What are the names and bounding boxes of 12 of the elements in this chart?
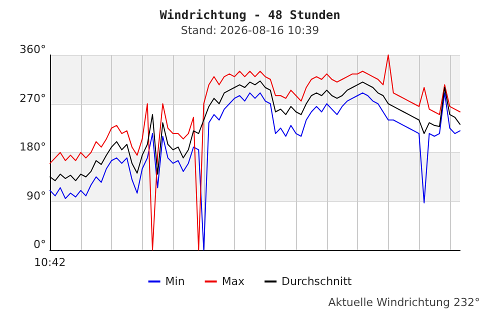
y-tick-label: 90° xyxy=(26,189,46,202)
chart-title: Windrichtung - 48 Stunden xyxy=(160,8,340,22)
legend-label: Max xyxy=(222,275,246,288)
y-tick-label: 270° xyxy=(20,92,46,105)
y-tick-label: 360° xyxy=(20,43,46,56)
legend-label: Min xyxy=(165,275,185,288)
legend-label: Durchschnitt xyxy=(282,275,352,288)
y-tick-label: 0° xyxy=(34,238,46,251)
text: Aktuelle Windrichtung 232° xyxy=(328,296,480,309)
chart-subtitle: Stand: 2026-08-16 10:39 xyxy=(180,24,320,37)
y-tick-label: 180° xyxy=(20,140,46,154)
text: 10:42 xyxy=(34,256,66,269)
